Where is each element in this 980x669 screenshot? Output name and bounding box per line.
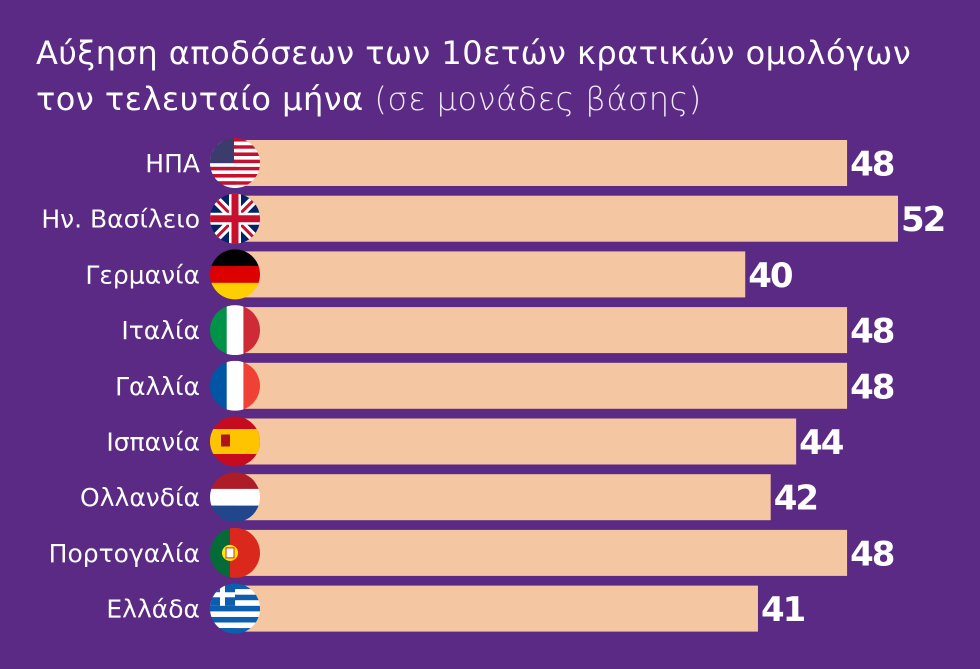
flag-part	[210, 488, 260, 506]
flag	[210, 138, 260, 188]
bar	[236, 585, 758, 632]
flag-part	[210, 141, 260, 146]
flag-part	[243, 305, 260, 356]
flag-part	[210, 266, 260, 284]
flag-part	[221, 434, 230, 447]
flag-part	[210, 282, 260, 300]
value-label: 48	[850, 145, 894, 185]
flag-part	[210, 145, 260, 149]
flag-part	[210, 628, 260, 634]
flag	[210, 305, 260, 356]
flag-part	[210, 249, 260, 267]
flag	[210, 583, 260, 634]
bar	[236, 195, 898, 242]
flag	[210, 360, 260, 411]
flag	[210, 416, 260, 467]
value-label: 48	[850, 534, 894, 574]
flag-part	[210, 193, 260, 244]
flag	[210, 249, 260, 300]
value-label: 48	[850, 312, 894, 352]
flag-part	[210, 174, 260, 178]
chart-title-block: Αύξηση αποδόσεων των 10ετών κρατικών ομο…	[36, 30, 936, 122]
category-label: Ην. Βασίλειο	[41, 205, 200, 234]
flag-part	[210, 170, 260, 174]
flag-part	[210, 622, 260, 629]
flag-part	[210, 360, 227, 411]
value-label: 42	[774, 479, 817, 519]
flag-part	[210, 152, 260, 156]
bar	[236, 529, 848, 576]
flag-part	[210, 156, 260, 160]
flag-part	[210, 148, 260, 153]
category-label: Πορτογαλία	[49, 539, 200, 568]
flag	[210, 527, 260, 578]
bar	[236, 140, 848, 186]
category-label: Γερμανία	[85, 260, 200, 289]
flag-part	[210, 527, 230, 578]
bar	[236, 251, 746, 298]
flag-part	[210, 163, 260, 167]
flag-part	[210, 605, 260, 612]
value-label: 52	[901, 200, 944, 240]
value-label: 40	[748, 256, 793, 296]
flag-part	[210, 611, 260, 617]
flag-part	[210, 166, 260, 171]
flag-part	[210, 472, 260, 490]
flag	[210, 472, 260, 523]
category-label: Ισπανία	[106, 428, 200, 457]
category-label: Γαλλία	[115, 372, 200, 401]
bar	[236, 418, 797, 465]
flag-part	[226, 305, 244, 356]
value-label: 44	[799, 423, 844, 463]
flag-part	[210, 138, 234, 163]
category-label: Ελλάδα	[106, 595, 200, 624]
bar	[236, 307, 848, 354]
flag-part	[210, 616, 260, 623]
flag-part	[210, 177, 260, 182]
flag-part	[210, 429, 260, 454]
flag-part	[210, 184, 260, 188]
flag-part	[210, 181, 260, 185]
chart-title: Αύξηση αποδόσεων των 10ετών κρατικών ομο…	[36, 34, 912, 118]
category-label: ΗΠΑ	[145, 149, 200, 178]
value-label: 41	[761, 590, 805, 630]
flag	[210, 193, 260, 244]
category-label: Ιταλία	[121, 316, 200, 345]
bar	[236, 362, 848, 409]
value-label: 48	[850, 367, 894, 407]
flag-part	[225, 547, 235, 559]
flag-part	[243, 360, 260, 411]
category-label: Ολλανδία	[80, 483, 200, 512]
flag-part	[210, 305, 227, 356]
chart-subtitle: (σε μονάδες βάσης)	[374, 80, 702, 118]
flag-part	[226, 360, 244, 411]
flag-part	[210, 505, 260, 523]
flag-part	[210, 138, 260, 142]
flag-part	[210, 159, 260, 164]
bar	[236, 474, 771, 521]
